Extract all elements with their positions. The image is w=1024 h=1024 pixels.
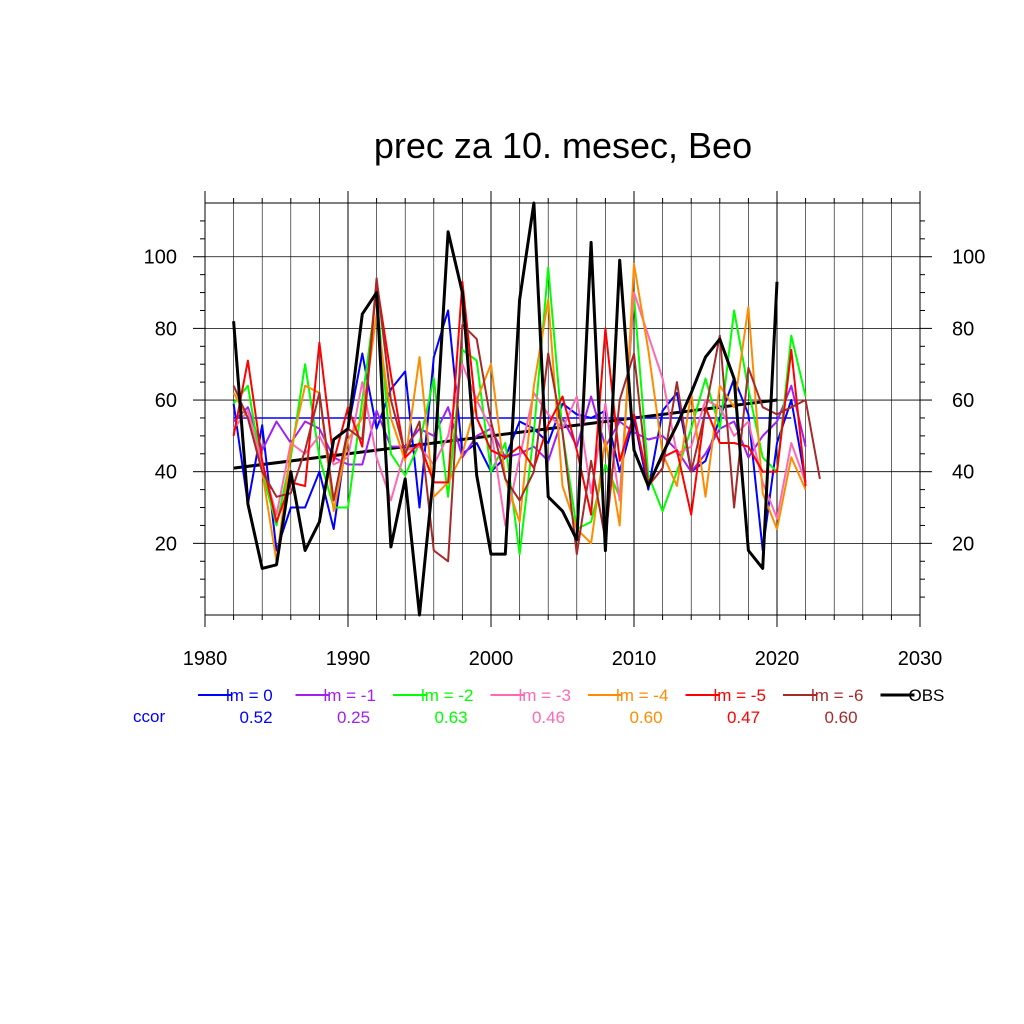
x-tick-label: 2030 [898,648,943,670]
x-tick-label: 1980 [183,648,228,670]
y-tick-label-left: 100 [144,247,177,269]
series-line-3 [232,291,807,527]
y-tick-label-left: 60 [155,390,177,412]
y-tick-label-right: 40 [952,462,974,484]
x-tick-label: 2020 [755,648,800,670]
ccor-value: 0.52 [239,708,272,727]
y-tick-label-right: 80 [952,318,974,340]
chart-title: prec za 10. mesec, Beo [374,125,752,166]
ccor-label: ccor [133,707,165,726]
ccor-value: 0.46 [532,708,565,727]
series-group [232,201,821,617]
legend-label: lm = -3 [519,686,571,705]
legend-label: lm = -1 [324,686,376,705]
legend-label: lm = 0 [226,686,273,705]
y-tick-label-right: 100 [952,247,985,269]
y-tick-label-right: 20 [952,533,974,555]
series-line-2 [232,266,807,556]
ccor-value: 0.60 [824,708,857,727]
y-tick-label-right: 60 [952,390,974,412]
legend-label: lm = -4 [616,686,668,705]
x-tick-label: 2000 [469,648,514,670]
ccor-value: 0.25 [337,708,370,727]
ccor-value: 0.47 [727,708,760,727]
legend-label: lm = -6 [811,686,863,705]
x-tick-label: 2010 [612,648,657,670]
y-tick-label-left: 40 [155,462,177,484]
plot-frame [204,202,921,616]
ccor-value: 0.63 [434,708,467,727]
legend: ccor lm = 0 0.52 lm = -1 0.25 lm = -2 0.63 lm =… [133,686,944,727]
plot-border [204,202,921,616]
y-tick-label-left: 20 [155,533,177,555]
series-line-5 [232,280,807,523]
legend-label: OBS [909,686,945,705]
series-line-6 [232,277,821,563]
x-tick-label: 1990 [326,648,371,670]
ccor-value: 0.60 [629,708,662,727]
trend-line [233,398,778,470]
legend-label: lm = -5 [714,686,766,705]
legend-label: lm = -2 [421,686,473,705]
series-line-7 [232,201,779,617]
y-tick-label-left: 80 [155,318,177,340]
